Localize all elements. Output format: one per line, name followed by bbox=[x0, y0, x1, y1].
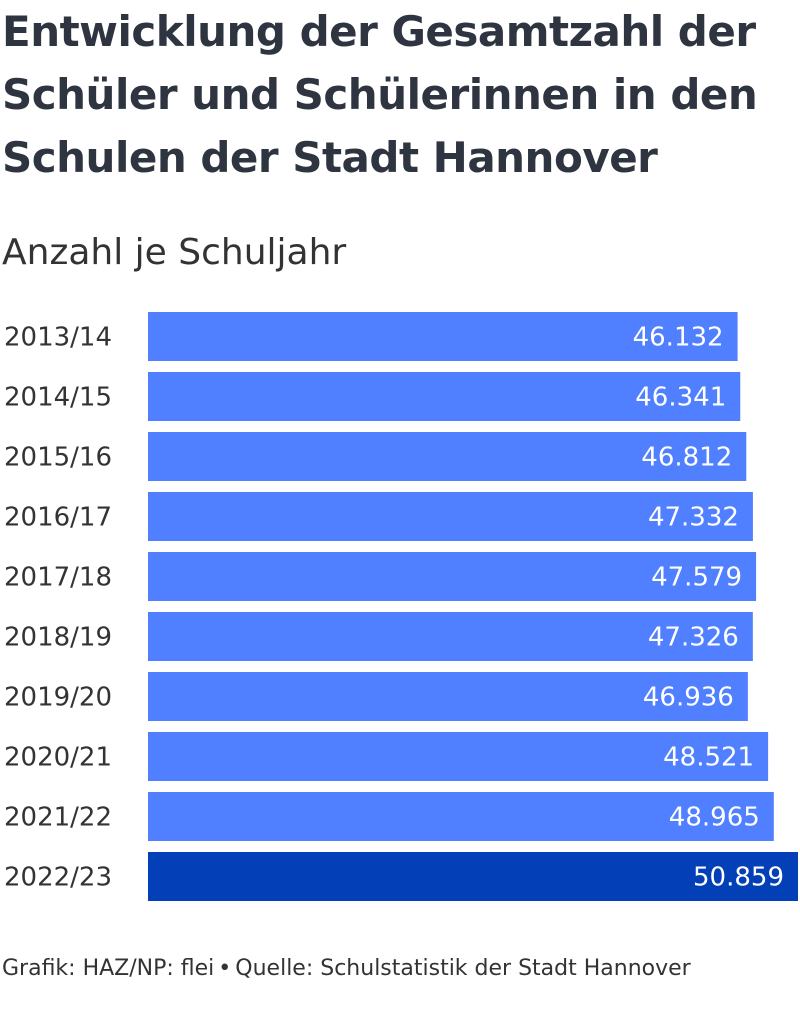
bar-value-label: 48.521 bbox=[663, 743, 754, 773]
bar-row: 2022/23 50.859 bbox=[4, 852, 798, 901]
bar-row: 2015/16 46.812 bbox=[4, 432, 747, 481]
bar bbox=[148, 672, 748, 721]
category-label: 2018/19 bbox=[4, 623, 112, 653]
bar-row: 2018/19 47.326 bbox=[4, 612, 753, 661]
chart-subtitle: Anzahl je Schuljahr bbox=[2, 232, 347, 273]
bar bbox=[148, 492, 753, 541]
category-label: 2017/18 bbox=[4, 563, 112, 593]
bar-row: 2014/15 46.341 bbox=[4, 372, 741, 421]
bar-row: 2016/17 47.332 bbox=[4, 492, 753, 541]
category-label: 2014/15 bbox=[4, 383, 112, 413]
category-label: 2019/20 bbox=[4, 683, 112, 713]
chart-footer: Grafik: HAZ/NP: flei • Quelle: Schulstatis… bbox=[2, 952, 762, 985]
bar-value-label: 46.812 bbox=[641, 443, 732, 473]
bar-row: 2021/22 48.965 bbox=[4, 792, 774, 841]
bar bbox=[148, 372, 741, 421]
footer-separator: • bbox=[218, 956, 232, 981]
bar bbox=[148, 552, 757, 601]
category-label: 2015/16 bbox=[4, 443, 112, 473]
bar-value-label: 46.341 bbox=[635, 383, 726, 413]
bar-row: 2013/14 46.132 bbox=[4, 312, 738, 361]
bar bbox=[148, 732, 769, 781]
category-label: 2016/17 bbox=[4, 503, 112, 533]
bar bbox=[148, 432, 747, 481]
category-label: 2013/14 bbox=[4, 323, 112, 353]
bar bbox=[148, 792, 774, 841]
chart-title: Entwicklung der Gesamtzahl der Schüler u… bbox=[2, 7, 758, 182]
bar-value-label: 48.965 bbox=[669, 803, 760, 833]
category-label: 2022/23 bbox=[4, 863, 112, 893]
bar bbox=[148, 612, 753, 661]
bar bbox=[148, 312, 738, 361]
category-label: 2021/22 bbox=[4, 803, 112, 833]
bar-value-label: 46.936 bbox=[643, 683, 734, 713]
bar-value-label: 47.579 bbox=[651, 563, 742, 593]
bar-row: 2019/20 46.936 bbox=[4, 672, 748, 721]
bar-value-label: 46.132 bbox=[633, 323, 724, 353]
bar-value-label: 50.859 bbox=[693, 863, 784, 893]
bar-value-label: 47.332 bbox=[648, 503, 739, 533]
category-label: 2020/21 bbox=[4, 743, 112, 773]
bar-value-label: 47.326 bbox=[648, 623, 739, 653]
bar bbox=[148, 852, 798, 901]
bar-row: 2017/18 47.579 bbox=[4, 552, 757, 601]
bar-row: 2020/21 48.521 bbox=[4, 732, 769, 781]
footer-source: Quelle: Schulstatistik der Stadt Hannove… bbox=[235, 956, 691, 981]
footer-credit: Grafik: HAZ/NP: flei bbox=[2, 956, 215, 981]
